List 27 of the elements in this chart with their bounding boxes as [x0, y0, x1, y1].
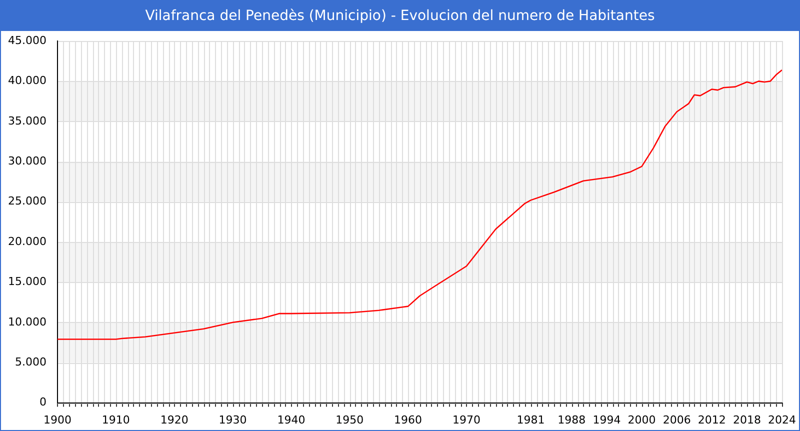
y-tick-label: 15.000: [8, 275, 46, 288]
y-tick-label: 20.000: [8, 234, 46, 248]
x-tick-label: 2012: [698, 413, 726, 426]
y-tick-label: 5.000: [14, 355, 46, 368]
x-tick-label: 1940: [277, 413, 306, 426]
x-tick-label: 2024: [768, 413, 796, 426]
y-tick-label: 0: [39, 396, 46, 409]
x-tick-label: 1920: [160, 413, 188, 426]
x-tick-label: 1950: [336, 413, 364, 426]
y-tick-label: 30.000: [8, 154, 46, 168]
x-tick-label: 1930: [218, 413, 247, 426]
x-tick-label: 2006: [662, 413, 691, 426]
x-tick-label: 1994: [592, 413, 621, 426]
x-tick-label: 1910: [102, 413, 130, 426]
x-tick-label: 2000: [628, 413, 656, 426]
x-tick-label: 2018: [732, 413, 761, 426]
x-tick-label: 1960: [394, 413, 422, 426]
y-tick-label: 35.000: [8, 114, 46, 128]
y-tick-label: 25.000: [8, 194, 46, 208]
chart-title: Vilafranca del Penedès (Municipio) - Evolucion del numero de Habitantes: [1, 1, 799, 31]
x-tick-label: 1970: [452, 413, 480, 426]
x-tick-label: 1981: [516, 413, 545, 426]
y-tick-label: 10.000: [8, 315, 46, 328]
x-tick-label: 1900: [43, 413, 72, 426]
y-tick-label: 40.000: [8, 74, 46, 88]
y-tick-label: 45.000: [8, 34, 46, 47]
x-tick-label: 1988: [558, 413, 586, 426]
